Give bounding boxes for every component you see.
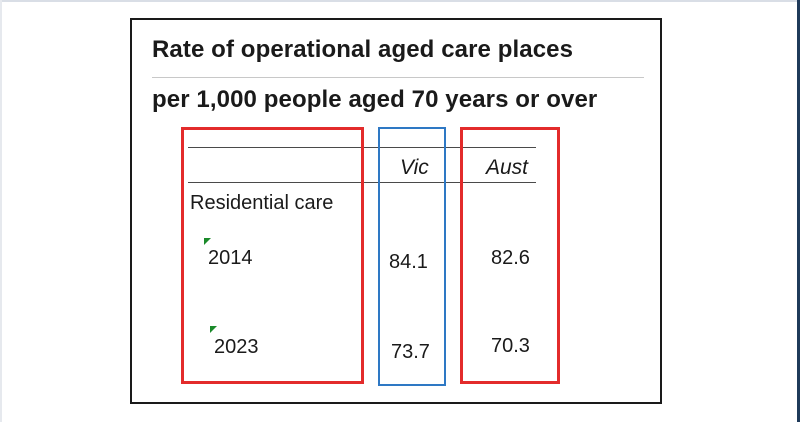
section-label-residential-care: Residential care: [190, 192, 334, 214]
vic-column-highlight: [378, 127, 446, 386]
right-border: [797, 0, 800, 422]
table-cell-aust: 70.3: [491, 335, 530, 357]
table-cell-vic: 73.7: [391, 341, 430, 363]
left-border: [0, 0, 2, 422]
top-border: [0, 0, 800, 2]
table-cell-vic: 84.1: [389, 251, 428, 273]
document-frame: [130, 18, 662, 404]
table-cell-aust: 82.6: [491, 247, 530, 269]
title-divider: [152, 77, 644, 78]
title-line-2: per 1,000 people aged 70 years or over: [152, 86, 598, 113]
title-line-1: Rate of operational aged care places: [152, 36, 574, 63]
year-column-highlight: [181, 127, 364, 384]
column-header-vic: Vic: [400, 156, 429, 179]
column-header-aust: Aust: [486, 156, 529, 179]
table-row-year: 2023: [214, 336, 259, 358]
comment-marker-icon: [204, 238, 211, 245]
comment-marker-icon: [210, 326, 217, 333]
aust-column-highlight: [460, 127, 560, 384]
table-row-year: 2014: [208, 247, 253, 269]
